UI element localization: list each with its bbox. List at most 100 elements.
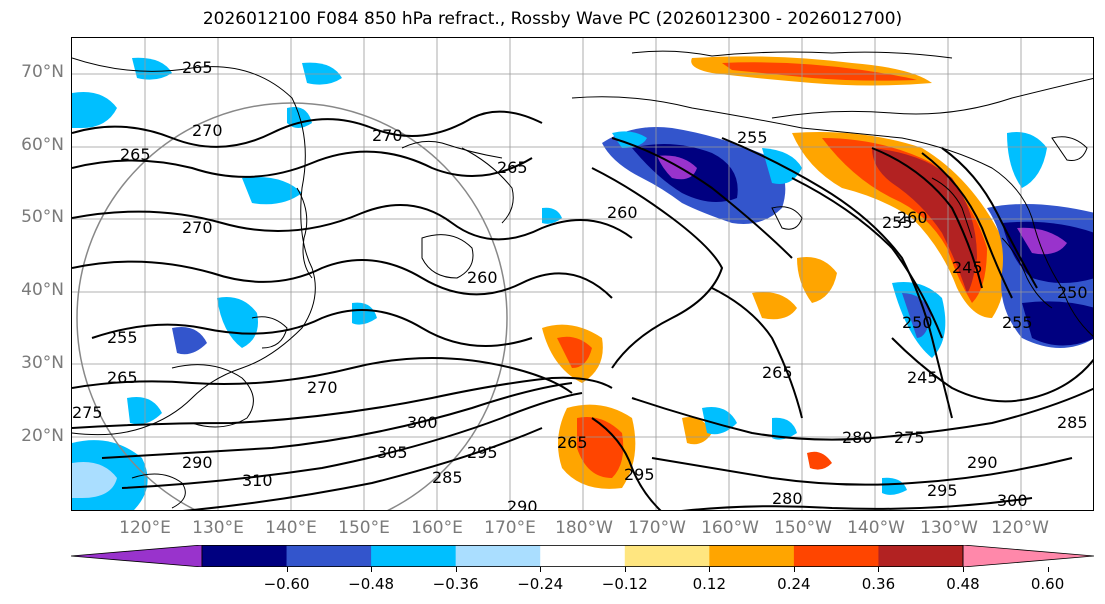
contour-label: 310 bbox=[242, 471, 273, 490]
contour-label: 300 bbox=[997, 491, 1028, 510]
colorbar-segment bbox=[624, 545, 710, 567]
contour-label: 280 bbox=[842, 428, 873, 447]
colorbar-extend-high bbox=[962, 545, 1094, 567]
lon-label: 140°E bbox=[265, 518, 317, 538]
lon-label: 180°W bbox=[555, 518, 613, 538]
colorbar-tick-mark bbox=[1047, 567, 1049, 572]
graticule bbox=[72, 38, 1093, 510]
colorbar-tick-label: −0.48 bbox=[348, 575, 395, 593]
contour-label: 285 bbox=[1057, 413, 1088, 432]
contour-label: 255 bbox=[107, 328, 138, 347]
contour-label: 255 bbox=[737, 128, 768, 147]
contour-label: 265 bbox=[762, 363, 793, 382]
lat-label-60n: 60°N bbox=[21, 135, 64, 155]
colorbar-segment bbox=[793, 545, 879, 567]
contour-label: 265 bbox=[557, 433, 588, 452]
colorbar-tick-label: 0.12 bbox=[692, 575, 727, 593]
colorbar bbox=[71, 545, 1094, 567]
contour-labels: 265 270 265 270 265 270 255 260 255 260 … bbox=[72, 58, 1088, 511]
contour-label: 250 bbox=[1057, 283, 1088, 302]
lon-label: 140°W bbox=[847, 518, 905, 538]
colorbar-segment bbox=[455, 545, 541, 567]
colorbar-tick-mark bbox=[455, 567, 457, 572]
contour-label: 265 bbox=[120, 145, 151, 164]
contour-label: 245 bbox=[907, 368, 938, 387]
lon-label: 130°W bbox=[920, 518, 978, 538]
contour-label: 280 bbox=[772, 489, 803, 508]
contour-label: 270 bbox=[307, 378, 338, 397]
colorbar-tick-mark bbox=[540, 567, 542, 572]
colorbar-tick-mark bbox=[624, 567, 626, 572]
contour-label: 290 bbox=[967, 453, 998, 472]
lat-label-40n: 40°N bbox=[21, 280, 64, 300]
contour-label: 275 bbox=[72, 403, 103, 422]
lon-label: 160°W bbox=[701, 518, 759, 538]
contour-label: 295 bbox=[624, 465, 655, 484]
contour-label: 265 bbox=[182, 58, 213, 77]
contour-label: 260 bbox=[897, 208, 928, 227]
contour-label: 270 bbox=[192, 121, 223, 140]
contour-label: 255 bbox=[1002, 313, 1033, 332]
lon-label: 170°W bbox=[628, 518, 686, 538]
refractivity-contours bbox=[72, 110, 1093, 510]
contour-label: 260 bbox=[607, 203, 638, 222]
contour-label: 265 bbox=[107, 368, 138, 387]
contour-label: 295 bbox=[927, 481, 958, 500]
colorbar-tick-mark bbox=[878, 567, 880, 572]
contour-label: 285 bbox=[432, 468, 463, 487]
colorbar-tick-label: −0.24 bbox=[517, 575, 564, 593]
colorbar-tick-label: 0.36 bbox=[861, 575, 896, 593]
map-panel: 265 270 265 270 265 270 255 260 255 260 … bbox=[71, 37, 1094, 511]
contour-label: 295 bbox=[467, 443, 498, 462]
lon-label: 150°E bbox=[338, 518, 390, 538]
map-title: 2026012100 F084 850 hPa refract., Rossby… bbox=[202, 9, 903, 29]
contour-label: 255 bbox=[882, 213, 913, 232]
colorbar-segments bbox=[71, 545, 1094, 567]
lon-label: 160°E bbox=[411, 518, 463, 538]
contour-label: 265 bbox=[497, 158, 528, 177]
colorbar-tick-label: 0.60 bbox=[1030, 575, 1065, 593]
colorbar-tick-label: 0.48 bbox=[946, 575, 980, 593]
lon-label: 150°W bbox=[774, 518, 832, 538]
contour-label: 275 bbox=[894, 428, 925, 447]
lat-label-50n: 50°N bbox=[21, 207, 64, 227]
pc-contours bbox=[131, 136, 1088, 509]
lon-label: 120°E bbox=[119, 518, 171, 538]
contour-label: 270 bbox=[182, 218, 213, 237]
colorbar-segment bbox=[709, 545, 795, 567]
contour-label: 260 bbox=[467, 268, 498, 287]
lat-label-70n: 70°N bbox=[21, 62, 64, 82]
lon-label: 120°W bbox=[991, 518, 1049, 538]
shaded-anomaly-fields bbox=[72, 56, 1093, 510]
colorbar-tick-label: −0.60 bbox=[263, 575, 310, 593]
colorbar-tick-mark bbox=[793, 567, 795, 572]
contour-label: 300 bbox=[407, 413, 438, 432]
lat-label-30n: 30°N bbox=[21, 353, 64, 373]
coastlines bbox=[72, 50, 1093, 436]
colorbar-segment bbox=[286, 545, 372, 567]
colorbar-tick-label: −0.12 bbox=[601, 575, 648, 593]
colorbar-segment bbox=[371, 545, 457, 567]
colorbar-segment bbox=[202, 545, 288, 567]
colorbar-extend-low bbox=[71, 545, 203, 567]
colorbar-tick-label: −0.36 bbox=[432, 575, 479, 593]
contour-label: 270 bbox=[372, 126, 403, 145]
reference-circle bbox=[76, 102, 508, 510]
colorbar-segment bbox=[540, 545, 626, 567]
colorbar-frame bbox=[201, 545, 964, 567]
contour-label: 250 bbox=[902, 313, 933, 332]
colorbar-tick-label: 0.24 bbox=[777, 575, 811, 593]
colorbar-segment bbox=[878, 545, 964, 567]
colorbar-tick-mark bbox=[963, 567, 964, 572]
map-canvas: 265 270 265 270 265 270 255 260 255 260 … bbox=[72, 38, 1093, 511]
contour-label: 245 bbox=[952, 258, 983, 277]
contour-label: 290 bbox=[182, 453, 213, 472]
contour-label: 305 bbox=[377, 443, 408, 462]
lon-label: 130°E bbox=[192, 518, 244, 538]
colorbar-tick-mark bbox=[371, 567, 373, 572]
lat-label-20n: 20°N bbox=[21, 426, 64, 446]
colorbar-tick-mark bbox=[286, 567, 288, 572]
contour-label: 290 bbox=[507, 497, 538, 511]
lon-label: 170°E bbox=[484, 518, 536, 538]
colorbar-tick-mark bbox=[709, 567, 711, 572]
